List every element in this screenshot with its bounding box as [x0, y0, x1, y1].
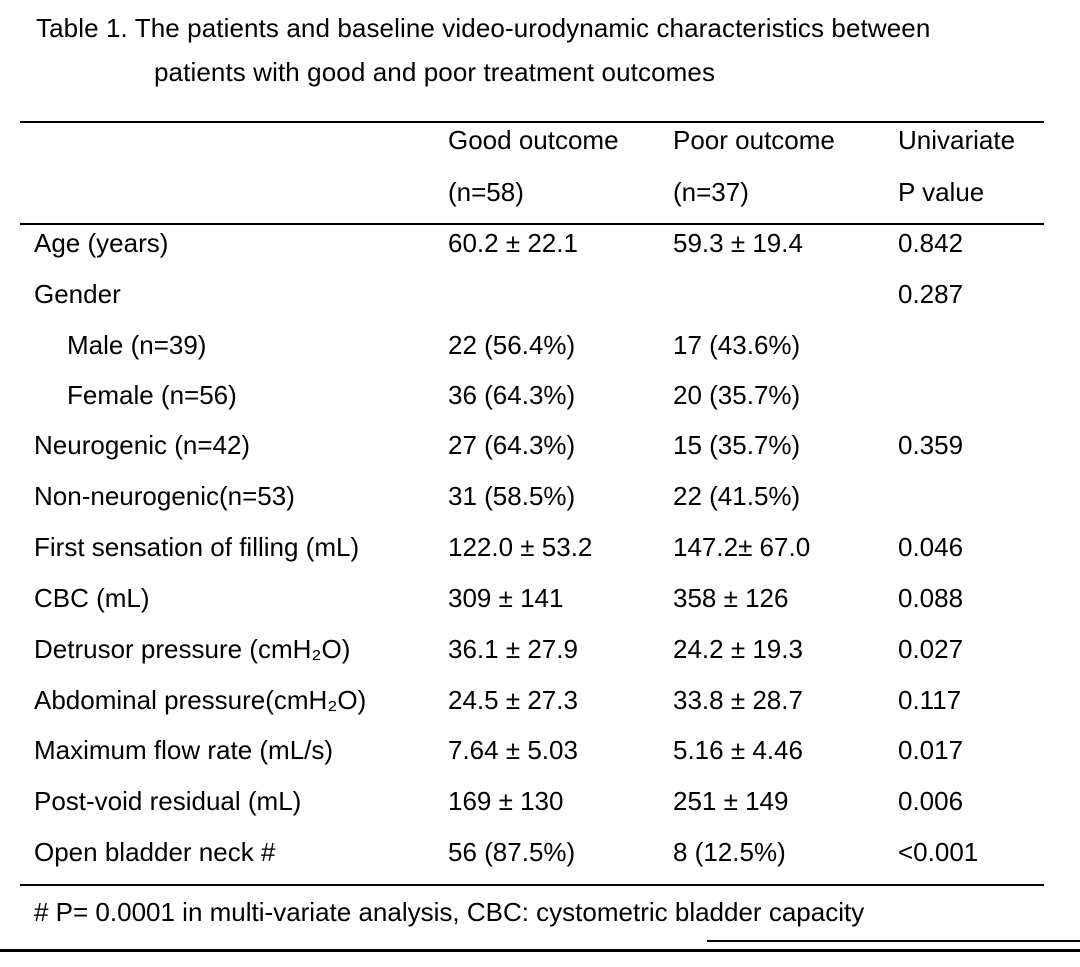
row-poor-value: 8 (12.5%) [673, 837, 786, 867]
row-label: Abdominal pressure(cmH₂O) [34, 685, 367, 715]
row-p-value: 0.046 [898, 532, 964, 562]
row-p-value: 0.359 [898, 430, 964, 460]
row-label: Maximum flow rate (mL/s) [34, 735, 334, 765]
row-p-value: <0.001 [898, 837, 979, 867]
row-p-value: 0.117 [898, 685, 962, 715]
table-footnote: # P= 0.0001 in multi-variate analysis, C… [34, 897, 865, 927]
row-poor-value: 59.3 ± 19.4 [673, 228, 803, 258]
header-pvalue-line-1: Univariate [898, 125, 1016, 155]
row-label: Open bladder neck # [34, 837, 276, 867]
row-p-value: 0.842 [898, 228, 964, 258]
caption-line-1: Table 1. The patients and baseline video… [36, 13, 931, 43]
row-good-value: 56 (87.5%) [448, 837, 576, 867]
row-poor-value: 20 (35.7%) [673, 380, 801, 410]
row-label: Neurogenic (n=42) [34, 430, 251, 460]
row-poor-value: 22 (41.5%) [673, 481, 801, 511]
row-label: First sensation of filling (mL) [34, 532, 360, 562]
row-good-value: 7.64 ± 5.03 [448, 735, 578, 765]
header-good-line-2: (n=58) [448, 177, 524, 207]
row-p-value: 0.088 [898, 583, 964, 613]
page-divider [0, 949, 1080, 952]
row-good-value: 24.5 ± 27.3 [448, 685, 578, 715]
row-label: Non-neurogenic(n=53) [34, 481, 295, 511]
table-header-rule [20, 223, 1044, 225]
table-caption: Table 1. The patients and baseline video… [36, 6, 1066, 94]
row-label: Detrusor pressure (cmH₂O) [34, 634, 351, 664]
row-good-value: 122.0 ± 53.2 [448, 532, 593, 562]
table-top-rule [20, 121, 1044, 123]
header-good-line-1: Good outcome [448, 125, 619, 155]
header-poor-line-2: (n=37) [673, 177, 749, 207]
row-good-value: 36 (64.3%) [448, 380, 576, 410]
row-poor-value: 5.16 ± 4.46 [673, 735, 803, 765]
row-label: Female (n=56) [67, 380, 237, 410]
row-poor-value: 251 ± 149 [673, 786, 789, 816]
row-label: Post-void residual (mL) [34, 786, 302, 816]
header-poor-line-1: Poor outcome [673, 125, 835, 155]
row-label: Age (years) [34, 228, 169, 258]
row-good-value: 309 ± 141 [448, 583, 564, 613]
row-poor-value: 147.2± 67.0 [673, 532, 811, 562]
row-label: Gender [34, 279, 121, 309]
row-label: CBC (mL) [34, 583, 150, 613]
row-good-value: 36.1 ± 27.9 [448, 634, 578, 664]
row-p-value: 0.006 [898, 786, 964, 816]
row-label: Male (n=39) [67, 330, 207, 360]
row-good-value: 22 (56.4%) [448, 330, 576, 360]
row-good-value: 169 ± 130 [448, 786, 564, 816]
row-poor-value: 17 (43.6%) [673, 330, 801, 360]
row-poor-value: 358 ± 126 [673, 583, 789, 613]
page-divider-short [707, 940, 1080, 942]
row-good-value: 27 (64.3%) [448, 430, 576, 460]
row-poor-value: 24.2 ± 19.3 [673, 634, 803, 664]
row-poor-value: 15 (35.7%) [673, 430, 801, 460]
header-pvalue-line-2: P value [898, 177, 985, 207]
row-p-value: 0.027 [898, 634, 964, 664]
caption-line-2: patients with good and poor treatment ou… [154, 57, 716, 87]
row-good-value: 60.2 ± 22.1 [448, 228, 578, 258]
row-good-value: 31 (58.5%) [448, 481, 576, 511]
row-p-value: 0.017 [898, 735, 964, 765]
row-p-value: 0.287 [898, 279, 964, 309]
row-poor-value: 33.8 ± 28.7 [673, 685, 803, 715]
table-bottom-rule [20, 884, 1044, 886]
